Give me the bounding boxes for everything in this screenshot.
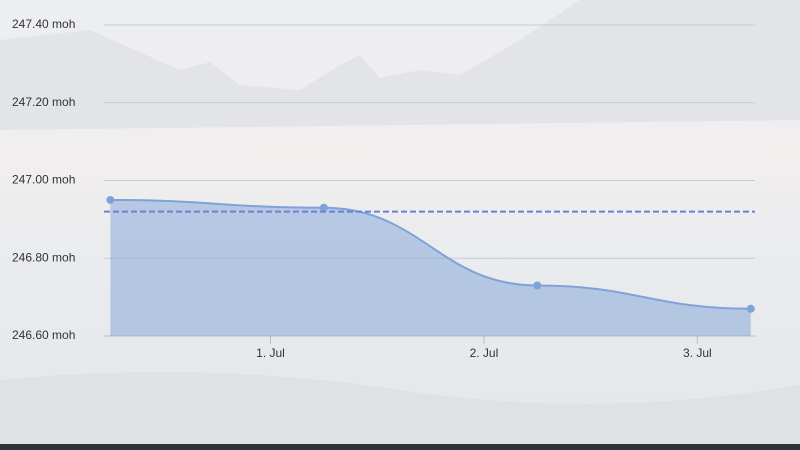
point	[106, 195, 115, 204]
x-tick-label: 2. Jul	[470, 346, 499, 360]
y-tick-label: 247.20 moh	[12, 95, 75, 109]
line	[110, 198, 751, 310]
y-tick-label: 246.60 moh	[12, 328, 75, 342]
area-fill	[110, 199, 751, 336]
x-tick-label: 3. Jul	[683, 346, 712, 360]
y-tick-label: 247.00 moh	[12, 173, 75, 187]
y-tick-label: 246.80 moh	[12, 250, 75, 264]
mountains	[0, 0, 800, 130]
bottom-bar	[0, 444, 800, 450]
foreground	[0, 372, 800, 445]
x-tick-label: 1. Jul	[256, 346, 285, 360]
point	[746, 304, 755, 313]
point	[319, 203, 328, 212]
point	[533, 281, 542, 290]
y-tick-label: 247.40 moh	[12, 17, 75, 31]
